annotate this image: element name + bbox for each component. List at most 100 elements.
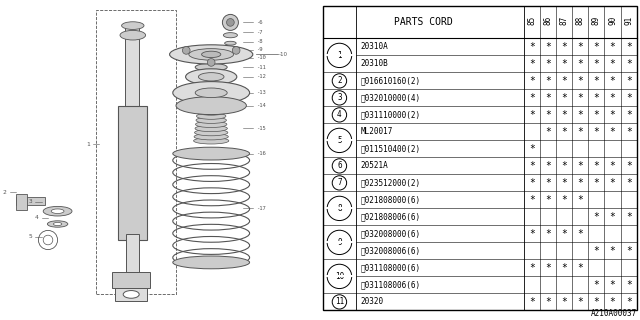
Text: *: * [577, 93, 583, 103]
Text: 7: 7 [337, 178, 342, 188]
Text: *: * [529, 110, 534, 120]
Ellipse shape [173, 256, 250, 269]
Text: *: * [545, 59, 551, 69]
Ellipse shape [197, 149, 226, 158]
Text: 89: 89 [592, 16, 601, 25]
Text: 9: 9 [337, 238, 342, 247]
Ellipse shape [189, 49, 234, 60]
Text: *: * [626, 127, 632, 137]
Bar [127, 234, 140, 272]
Text: 91: 91 [624, 16, 633, 25]
Text: *: * [545, 263, 551, 273]
Text: 85: 85 [527, 16, 536, 25]
Bar [16, 197, 45, 205]
Text: *: * [626, 297, 632, 307]
Text: Ⓝ023512000(2): Ⓝ023512000(2) [360, 178, 420, 188]
Ellipse shape [195, 63, 227, 71]
Text: *: * [561, 178, 567, 188]
Ellipse shape [173, 82, 250, 104]
Text: 86: 86 [543, 16, 552, 25]
Ellipse shape [124, 291, 140, 298]
Text: *: * [609, 127, 616, 137]
Ellipse shape [120, 30, 146, 40]
Text: *: * [561, 161, 567, 171]
Text: Ⓦ032008000(6): Ⓦ032008000(6) [360, 229, 420, 238]
Text: 2: 2 [3, 189, 6, 195]
Text: *: * [593, 178, 599, 188]
Text: *: * [626, 212, 632, 222]
Text: *: * [593, 161, 599, 171]
Text: 20320: 20320 [360, 297, 383, 306]
Text: *: * [545, 229, 551, 239]
Text: *: * [529, 93, 534, 103]
Ellipse shape [195, 125, 227, 132]
Text: *: * [561, 59, 567, 69]
Text: *: * [593, 127, 599, 137]
Ellipse shape [47, 221, 68, 227]
Text: 90: 90 [608, 16, 617, 25]
Text: Ⓐ016610160(2): Ⓐ016610160(2) [360, 76, 420, 85]
Ellipse shape [223, 33, 237, 38]
Text: 4: 4 [35, 215, 38, 220]
Ellipse shape [196, 113, 226, 119]
Text: *: * [609, 178, 616, 188]
Circle shape [223, 14, 239, 30]
Text: 8: 8 [337, 204, 342, 213]
Text: 87: 87 [559, 16, 568, 25]
Text: *: * [545, 127, 551, 137]
Ellipse shape [195, 88, 227, 98]
Text: *: * [529, 42, 534, 52]
Text: -16: -16 [256, 151, 266, 156]
Text: 6: 6 [337, 161, 342, 170]
Text: *: * [545, 178, 551, 188]
Ellipse shape [195, 129, 228, 136]
Text: -12: -12 [256, 74, 266, 79]
Text: 3: 3 [28, 199, 32, 204]
Text: *: * [545, 161, 551, 171]
Text: *: * [609, 42, 616, 52]
Text: *: * [609, 246, 616, 256]
Text: *: * [561, 297, 567, 307]
Text: *: * [577, 297, 583, 307]
Text: *: * [626, 42, 632, 52]
Text: *: * [561, 93, 567, 103]
Ellipse shape [202, 51, 221, 58]
Bar [16, 194, 28, 210]
Ellipse shape [196, 121, 227, 128]
Text: -9: -9 [256, 47, 262, 52]
Text: *: * [561, 229, 567, 239]
Text: *: * [626, 110, 632, 120]
Ellipse shape [197, 109, 225, 115]
Text: *: * [529, 59, 534, 69]
Ellipse shape [194, 133, 228, 140]
Text: -13: -13 [256, 90, 266, 95]
Text: *: * [609, 280, 616, 290]
Text: Ⓝ021808006(6): Ⓝ021808006(6) [360, 212, 420, 221]
Text: *: * [593, 280, 599, 290]
Text: *: * [577, 59, 583, 69]
Text: 20521A: 20521A [360, 161, 388, 170]
Text: PARTS CORD: PARTS CORD [394, 17, 453, 28]
Text: -11: -11 [256, 65, 266, 70]
Ellipse shape [176, 97, 246, 115]
Text: 20310B: 20310B [360, 60, 388, 68]
Text: *: * [593, 297, 599, 307]
Bar [125, 26, 140, 112]
Text: *: * [529, 195, 534, 205]
Text: *: * [626, 178, 632, 188]
Text: *: * [561, 263, 567, 273]
Text: -17: -17 [256, 205, 266, 211]
Polygon shape [115, 288, 147, 301]
Text: *: * [609, 93, 616, 103]
Text: *: * [626, 280, 632, 290]
Text: -14: -14 [256, 103, 266, 108]
Text: *: * [577, 76, 583, 86]
Text: *: * [609, 212, 616, 222]
Text: *: * [593, 76, 599, 86]
Text: *: * [609, 110, 616, 120]
Text: *: * [529, 263, 534, 273]
Text: *: * [577, 263, 583, 273]
Text: *: * [561, 42, 567, 52]
Text: Ⓦ031108006(6): Ⓦ031108006(6) [360, 280, 420, 289]
Text: 5: 5 [337, 136, 342, 145]
